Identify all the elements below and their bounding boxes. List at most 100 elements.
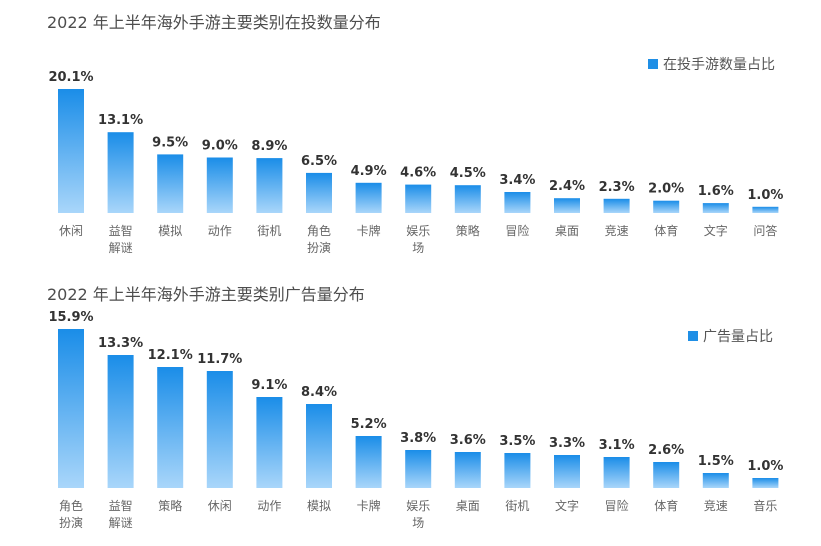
category-label: 冒险 (505, 223, 529, 238)
data-label: 4.5% (450, 166, 486, 181)
data-label: 2.6% (648, 443, 684, 458)
bar (504, 453, 531, 488)
legend-label: 广告量占比 (703, 329, 773, 345)
data-label: 20.1% (48, 70, 93, 85)
data-label: 9.1% (251, 378, 287, 393)
category-label: 文字 (704, 223, 728, 238)
data-label: 8.9% (251, 139, 287, 154)
data-label: 3.3% (549, 436, 585, 451)
category-label: 竞速 (704, 499, 728, 513)
data-label: 3.8% (400, 431, 436, 446)
data-label: 3.4% (499, 173, 535, 188)
data-label: 4.6% (400, 166, 436, 181)
bar (355, 436, 382, 488)
bar (157, 367, 184, 488)
data-label: 11.7% (197, 352, 242, 367)
data-label: 3.1% (599, 438, 635, 453)
category-label: 音乐 (753, 498, 777, 513)
bar (653, 200, 680, 213)
legend-swatch (648, 59, 658, 69)
bar (107, 132, 134, 213)
data-label: 2.3% (599, 180, 635, 195)
category-label: 街机 (257, 224, 281, 238)
bar (306, 172, 332, 213)
bar (256, 158, 283, 213)
bar (454, 185, 481, 213)
data-label: 9.5% (152, 135, 188, 150)
bar (107, 355, 134, 488)
chart-title: 2022 年上半年海外手游主要类别广告量分布 (47, 285, 365, 304)
data-label: 6.5% (301, 154, 337, 169)
category-label: 益智解谜 (109, 223, 133, 255)
bar (752, 478, 779, 488)
bar (752, 206, 779, 213)
bar (554, 198, 580, 213)
category-label: 益智解谜 (109, 498, 133, 530)
bar (306, 404, 332, 488)
bar (405, 450, 432, 488)
category-label: 角色扮演 (59, 499, 83, 530)
bar-chart-ads: 15.9% 角色扮演 13.3% 益智解谜 12.1% 策略 11.7% 休闲 9.1% 动作 8.… (48, 310, 783, 530)
category-label: 休闲 (59, 224, 83, 238)
category-label: 卡牌 (357, 499, 381, 513)
data-label: 1.0% (747, 188, 783, 203)
category-label: 体育 (654, 498, 678, 513)
category-label: 文字 (555, 498, 579, 513)
bar (504, 192, 531, 213)
data-label: 1.6% (698, 184, 734, 199)
bar (58, 89, 84, 213)
bar-chart-installs: 20.1% 休闲 13.1% 益智解谜 9.5% 模拟 9.0% 动作 8.9% 街机 6.5% 角色… (48, 70, 783, 255)
bar (603, 198, 630, 213)
category-label: 娱乐场 (406, 499, 430, 530)
bar (256, 397, 283, 488)
chart-panel-installs: 2022 年上半年海外手游主要类别在投数量分布 在投手游数量占比 20.1% 休闲… (0, 0, 821, 272)
data-label: 8.4% (301, 385, 337, 400)
legend-swatch (688, 331, 698, 341)
data-label: 4.9% (351, 164, 387, 179)
bar (405, 184, 432, 213)
category-label: 娱乐场 (406, 224, 430, 255)
category-label: 动作 (208, 224, 232, 238)
data-label: 1.5% (698, 454, 734, 469)
data-label: 2.0% (648, 182, 684, 197)
category-label: 桌面 (555, 224, 579, 238)
category-label: 休闲 (208, 499, 232, 513)
category-label: 竞速 (605, 224, 629, 238)
bar (454, 452, 481, 488)
data-label: 12.1% (148, 348, 193, 363)
category-label: 街机 (505, 499, 529, 513)
bar (206, 157, 233, 213)
bar (58, 329, 84, 488)
data-label: 2.4% (549, 179, 585, 194)
data-label: 3.5% (499, 434, 535, 449)
data-label: 13.1% (98, 113, 143, 128)
data-label: 5.2% (351, 417, 387, 432)
data-label: 1.0% (747, 459, 783, 474)
legend-label: 在投手游数量占比 (663, 57, 775, 73)
category-label: 模拟 (307, 499, 331, 513)
bar (157, 154, 184, 213)
category-label: 卡牌 (357, 224, 381, 238)
data-label: 3.6% (450, 433, 486, 448)
data-label: 9.0% (202, 139, 238, 154)
category-label: 模拟 (158, 224, 182, 238)
category-label: 动作 (257, 499, 281, 513)
category-label: 问答 (753, 223, 777, 238)
legend: 广告量占比 (688, 326, 773, 346)
category-label: 角色扮演 (307, 224, 331, 255)
bar (603, 457, 630, 488)
chart-panel-ads: 2022 年上半年海外手游主要类别广告量分布 广告量占比 15.9% 角色扮演 13… (0, 272, 821, 546)
bar (653, 462, 680, 488)
data-label: 15.9% (48, 310, 93, 325)
bar (702, 473, 729, 488)
category-label: 冒险 (605, 498, 629, 513)
category-label: 策略 (456, 223, 480, 238)
bar (554, 455, 580, 488)
category-label: 桌面 (456, 499, 480, 513)
bar (702, 203, 729, 213)
data-label: 13.3% (98, 336, 143, 351)
bar (206, 371, 233, 488)
chart-title: 2022 年上半年海外手游主要类别在投数量分布 (47, 13, 381, 32)
category-label: 体育 (654, 223, 678, 238)
bar (355, 182, 382, 213)
